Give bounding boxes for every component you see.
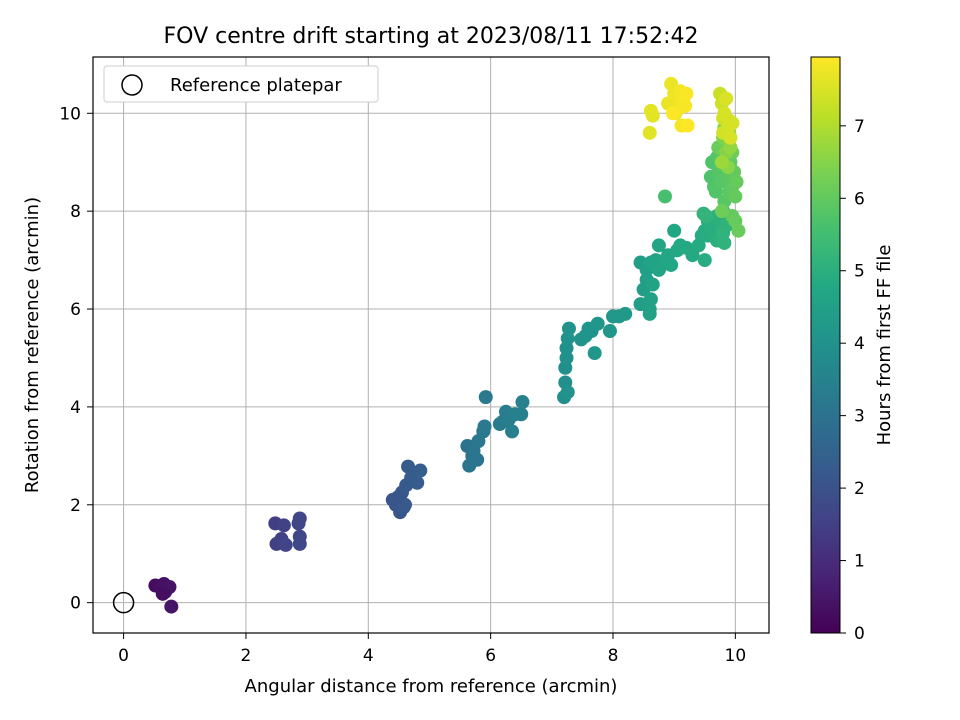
colorbar-tick-label: 2 xyxy=(854,479,865,499)
data-point xyxy=(602,324,617,339)
legend-box xyxy=(103,65,379,103)
x-tick-label: 6 xyxy=(485,646,496,666)
legend-label: Reference platepar xyxy=(170,75,342,96)
data-point xyxy=(723,140,738,155)
data-point xyxy=(155,586,170,601)
data-point xyxy=(515,395,530,410)
y-tick-label: 6 xyxy=(70,300,81,320)
data-point xyxy=(697,253,712,268)
data-point xyxy=(728,189,743,204)
data-point xyxy=(505,424,520,439)
data-point xyxy=(278,537,293,552)
data-point xyxy=(698,209,713,224)
data-point xyxy=(714,155,729,170)
colorbar-tick-label: 4 xyxy=(854,334,865,354)
reference-marker xyxy=(112,591,135,614)
y-tick-label: 8 xyxy=(70,202,81,222)
data-point xyxy=(410,475,425,490)
colorbar-tick-label: 0 xyxy=(854,624,865,644)
data-point xyxy=(664,257,679,272)
data-point xyxy=(679,86,694,101)
data-point xyxy=(719,91,734,106)
data-point xyxy=(164,599,179,614)
data-point xyxy=(470,452,485,467)
data-point xyxy=(413,463,428,478)
data-point xyxy=(477,419,492,434)
data-point xyxy=(658,189,672,204)
x-tick-label: 0 xyxy=(118,646,129,666)
data-point xyxy=(725,116,740,131)
y-axis-ticks: 0 2 4 6 8 10 xyxy=(59,104,93,614)
data-point xyxy=(590,316,605,331)
data-point xyxy=(680,118,695,133)
data-point xyxy=(560,385,575,400)
data-point xyxy=(731,223,746,238)
data-point xyxy=(643,292,658,307)
data-point xyxy=(651,238,666,253)
data-point xyxy=(618,306,633,321)
data-point xyxy=(642,125,657,140)
data-point xyxy=(514,407,529,422)
colorbar-tick-label: 3 xyxy=(854,407,865,427)
y-tick-label: 0 xyxy=(70,594,81,614)
x-axis-label: Angular distance from reference (arcmin) xyxy=(245,676,618,697)
colorbar-ticks: 0 1 2 3 4 5 6 7 xyxy=(840,117,865,644)
plot-frame xyxy=(92,56,770,634)
data-point xyxy=(587,346,602,361)
colorbar-tick-label: 5 xyxy=(854,262,865,282)
data-point xyxy=(723,130,738,145)
x-tick-label: 10 xyxy=(725,646,747,666)
data-point xyxy=(716,226,731,241)
legend: Reference platepar xyxy=(103,65,379,103)
x-tick-label: 8 xyxy=(608,646,619,666)
chart-title: FOV centre drift starting at 2023/08/11 … xyxy=(164,24,699,49)
data-point xyxy=(642,306,657,321)
data-point xyxy=(559,350,574,365)
y-axis-label: Rotation from reference (arcmin) xyxy=(22,197,43,493)
data-points xyxy=(148,76,746,614)
data-point xyxy=(276,518,291,533)
colorbar-label: Hours from first FF file xyxy=(874,245,895,446)
data-point xyxy=(478,390,493,405)
data-point xyxy=(678,98,693,113)
colorbar-gradient xyxy=(810,56,841,634)
data-point xyxy=(292,511,307,526)
colorbar-tick-label: 7 xyxy=(854,117,865,137)
y-tick-label: 10 xyxy=(59,104,81,124)
data-point xyxy=(645,277,660,292)
x-tick-label: 4 xyxy=(363,646,374,666)
colorbar-tick-label: 6 xyxy=(854,189,865,209)
data-point xyxy=(390,490,405,505)
legend-marker xyxy=(121,74,143,96)
reference-point xyxy=(112,591,135,614)
grid-lines xyxy=(93,57,769,633)
data-point xyxy=(665,106,680,121)
data-point xyxy=(667,223,682,238)
x-tick-label: 2 xyxy=(241,646,252,666)
y-tick-label: 2 xyxy=(70,496,81,516)
data-point xyxy=(645,108,660,123)
colorbar-tick-label: 1 xyxy=(854,552,865,572)
data-point xyxy=(729,174,744,189)
y-tick-label: 4 xyxy=(70,398,81,418)
x-axis-ticks: 0 2 4 6 8 10 xyxy=(118,633,746,666)
data-point xyxy=(714,204,729,219)
colorbar: 0 1 2 3 4 5 6 7 Hours from first FF file xyxy=(810,56,895,644)
data-point xyxy=(292,536,307,551)
data-point xyxy=(561,321,576,336)
